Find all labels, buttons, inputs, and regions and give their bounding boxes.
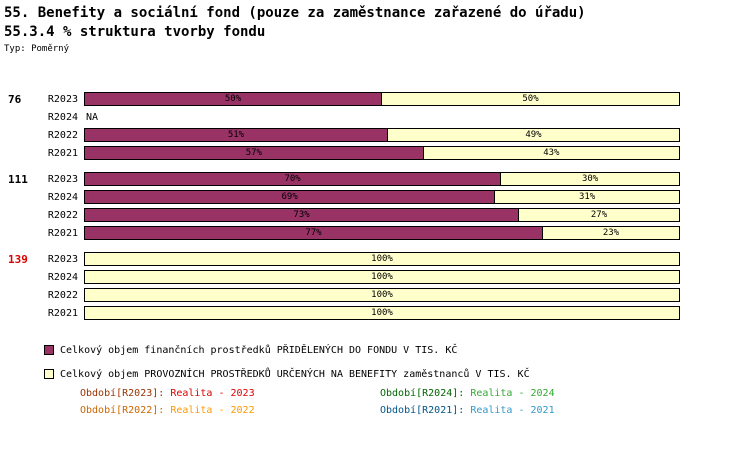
period-value: Realita - 2024 xyxy=(470,388,555,399)
bar-segment-operational: 50% xyxy=(382,92,680,106)
bar-segment-operational: 27% xyxy=(519,208,680,222)
legend-item: Celkový objem finančních prostředků PŘID… xyxy=(44,338,530,362)
chart-group-139: 139 R2023 100% R2024 100% R2022 100% R2021 100% xyxy=(0,250,750,322)
group-id: 111 xyxy=(8,172,28,186)
chart-row: R2024 100% xyxy=(0,268,750,286)
row-period-label: R2022 xyxy=(47,129,78,141)
bar-segment-fund: 50% xyxy=(84,92,382,106)
bar-area: 100% xyxy=(84,306,680,320)
row-period-label: R2024 xyxy=(47,111,78,123)
period-prefix: Období[R2023]: xyxy=(80,388,171,399)
bar-segment-operational: 31% xyxy=(495,190,680,204)
bar-area: 100% xyxy=(84,288,680,302)
group-id: 76 xyxy=(8,92,22,106)
period-value: Realita - 2023 xyxy=(170,388,255,399)
row-period-label: R2021 xyxy=(47,307,78,319)
bar-segment-fund: 77% xyxy=(84,226,543,240)
chart: 76 R2023 50% 50% R2024 NA R2022 51% 49% R2021 57% 4… xyxy=(0,90,750,330)
row-period-label: R2023 xyxy=(47,93,78,105)
chart-row: R2021 57% 43% xyxy=(0,144,750,162)
bar-segment-operational: 100% xyxy=(84,252,680,266)
legend-swatch xyxy=(44,345,54,355)
bar-area: 70% 30% xyxy=(84,172,680,186)
row-period-label: R2021 xyxy=(47,147,78,159)
bar-area: 100% xyxy=(84,252,680,266)
bar-segment-fund: 73% xyxy=(84,208,520,222)
chart-row: 111 R2023 70% 30% xyxy=(0,170,750,188)
bar-segment-operational: 30% xyxy=(501,172,680,186)
legend-swatch xyxy=(44,369,54,379)
bar-area: 73% 27% xyxy=(84,208,680,222)
bar-segment-operational: 49% xyxy=(387,128,680,142)
bar-segment-operational: 100% xyxy=(84,288,680,302)
bar-area: 100% xyxy=(84,270,680,284)
chart-row: 76 R2023 50% 50% xyxy=(0,90,750,108)
bar-area: 50% 50% xyxy=(84,92,680,106)
period-prefix: Období[R2022]: xyxy=(80,405,171,416)
na-label: NA xyxy=(86,111,99,123)
bar-area: 69% 31% xyxy=(84,190,680,204)
bar-area: 77% 23% xyxy=(84,226,680,240)
chart-row: R2021 100% xyxy=(0,304,750,322)
bar-segment-operational: 100% xyxy=(84,270,680,284)
bar-segment-operational: 100% xyxy=(84,306,680,320)
page-title: 55. Benefity a sociální fond (pouze za z… xyxy=(4,5,586,21)
group-id: 139 xyxy=(8,252,28,266)
row-period-label: R2022 xyxy=(47,289,78,301)
period-prefix: Období[R2024]: xyxy=(380,388,471,399)
period-prefix: Období[R2021]: xyxy=(380,405,471,416)
bar-segment-operational: 23% xyxy=(542,226,680,240)
chart-row: R2021 77% 23% xyxy=(0,224,750,242)
row-period-label: R2021 xyxy=(47,227,78,239)
period-label: Období[R2024]: Realita - 2024 xyxy=(380,388,680,402)
period-value: Realita - 2022 xyxy=(170,405,255,416)
chart-row: R2022 73% 27% xyxy=(0,206,750,224)
bar-segment-fund: 57% xyxy=(84,146,424,160)
chart-type-label: Typ: Poměrný xyxy=(4,44,70,54)
row-period-label: R2024 xyxy=(47,271,78,283)
bar-area: NA xyxy=(84,110,680,124)
chart-row: R2022 51% 49% xyxy=(0,126,750,144)
bar-segment-fund: 51% xyxy=(84,128,388,142)
bar-area: 57% 43% xyxy=(84,146,680,160)
bar-area: 51% 49% xyxy=(84,128,680,142)
row-period-label: R2023 xyxy=(47,253,78,265)
period-label: Období[R2021]: Realita - 2021 xyxy=(380,405,680,419)
chart-row: R2022 100% xyxy=(0,286,750,304)
period-label: Období[R2022]: Realita - 2022 xyxy=(80,405,380,419)
bar-segment-fund: 70% xyxy=(84,172,502,186)
legend: Celkový objem finančních prostředků PŘID… xyxy=(44,338,530,386)
chart-row: R2024 69% 31% xyxy=(0,188,750,206)
page-subtitle: 55.3.4 % struktura tvorby fondu xyxy=(4,24,266,40)
row-period-label: R2023 xyxy=(47,173,78,185)
legend-label: Celkový objem PROVOZNÍCH PROSTŘEDKŮ URČE… xyxy=(60,368,530,380)
period-labels: Období[R2023]: Realita - 2023 Období[R202… xyxy=(80,388,680,419)
row-period-label: R2022 xyxy=(47,209,78,221)
legend-label: Celkový objem finančních prostředků PŘID… xyxy=(60,344,458,356)
period-value: Realita - 2021 xyxy=(470,405,555,416)
legend-item: Celkový objem PROVOZNÍCH PROSTŘEDKŮ URČE… xyxy=(44,362,530,386)
period-label: Období[R2023]: Realita - 2023 xyxy=(80,388,380,402)
row-period-label: R2024 xyxy=(47,191,78,203)
chart-row: 139 R2023 100% xyxy=(0,250,750,268)
chart-row: R2024 NA xyxy=(0,108,750,126)
bar-segment-fund: 69% xyxy=(84,190,496,204)
chart-group-111: 111 R2023 70% 30% R2024 69% 31% R2022 73% 27% R202… xyxy=(0,170,750,242)
chart-group-76: 76 R2023 50% 50% R2024 NA R2022 51% 49% R2021 57% 4… xyxy=(0,90,750,162)
bar-segment-operational: 43% xyxy=(423,146,680,160)
